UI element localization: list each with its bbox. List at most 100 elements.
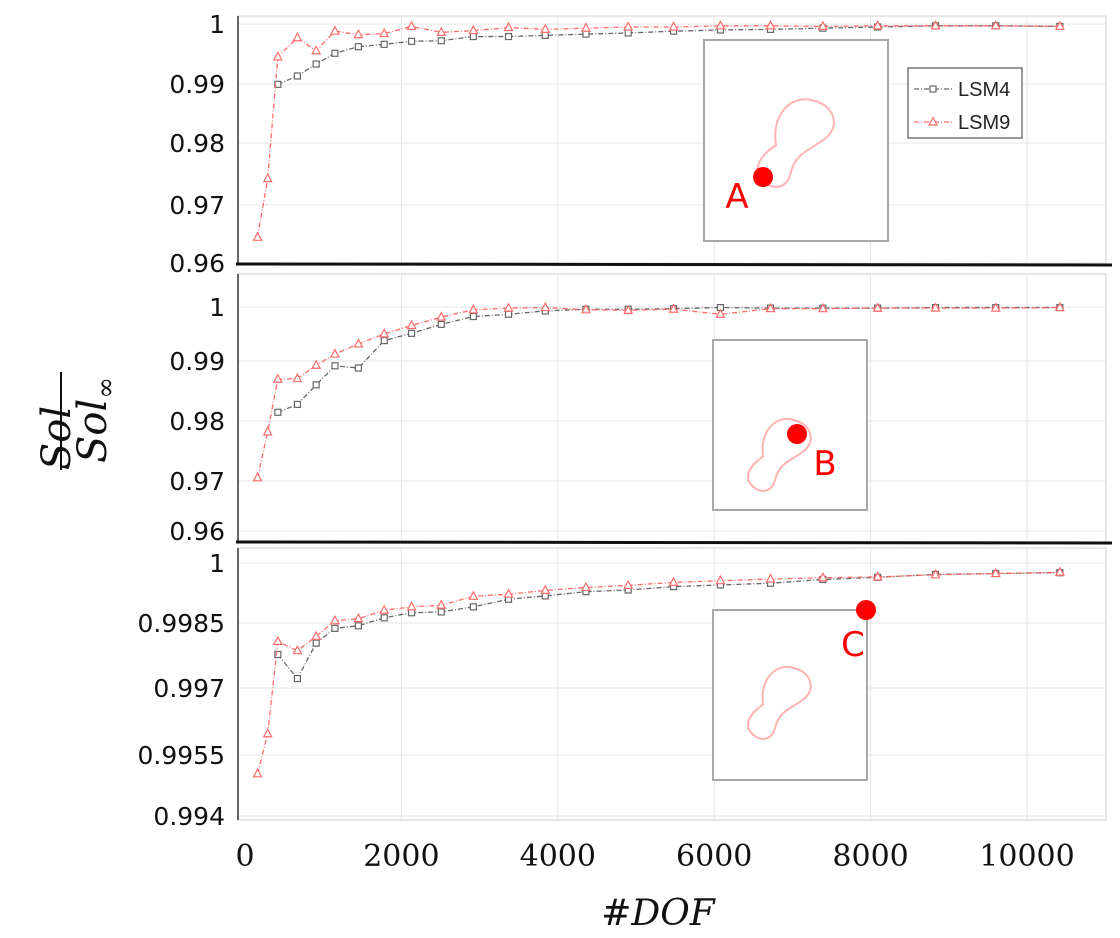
data-point-lsm4 [437,37,445,45]
data-point-lsm9 [930,20,941,30]
data-point-lsm9 [311,630,322,640]
data-point-lsm4 [331,624,339,632]
series-lsm9 [252,566,1065,778]
data-point-lsm9 [540,584,551,595]
inset-label-B: B [813,444,836,484]
data-point-lsm9 [715,20,726,30]
data-point-lsm9 [623,579,634,589]
panel-middle: 0.96 0.97 0.98 0.99 1 B [169,273,1113,546]
data-point-lsm9 [930,569,941,579]
data-point-lsm9 [272,635,283,646]
data-point-lsm9 [1054,566,1065,576]
data-point-lsm9 [817,20,828,30]
y-tick-label: 0.9955 [138,741,225,770]
data-point-lsm9 [668,576,679,586]
data-point-lsm9 [580,581,591,592]
series-line-lsm4 [277,25,1060,85]
data-point-lsm9 [503,588,514,598]
data-point-lsm4 [380,40,388,48]
data-point-lsm4 [354,43,362,51]
y-axis-label-denominator: Sol∞ [70,377,121,463]
y-tick-label: 0.98 [169,129,225,158]
data-point-lsm9 [765,573,776,583]
data-point-lsm4 [312,381,320,389]
data-point-lsm4 [380,614,388,622]
inset-dumbbell-shape [747,665,812,740]
inset-A: A [703,39,889,242]
data-point-lsm9 [406,20,417,30]
data-point-lsm4 [274,408,282,416]
inset-domain-box [703,39,889,242]
data-point-lsm9 [252,472,263,482]
data-point-lsm9 [1054,20,1065,30]
data-point-lsm9 [353,612,364,623]
legend-marker-lsm4 [929,85,937,93]
data-point-lsm9 [668,21,679,31]
data-point-lsm9 [715,308,726,318]
data-point-lsm4 [274,650,282,659]
plot-area-middle [237,273,1107,543]
data-point-lsm9 [329,614,340,625]
data-point-lsm9 [468,304,479,314]
data-point-lsm4 [504,32,513,41]
data-point-lsm4 [504,310,513,318]
data-point-lsm9 [436,26,447,36]
data-point-lsm9 [406,601,417,611]
data-point-lsm9 [468,590,479,600]
panel-bottom: 0.994 0.9955 0.997 0.9985 1 C 0 2000 4000 6000 800… [138,547,1107,874]
y-axis-label-denominator-base: Sol [70,399,116,463]
data-point-lsm9 [668,303,679,313]
y-tick-label: 0.96 [169,517,225,546]
plot-area-bottom [237,547,1107,821]
data-point-lsm9 [990,20,1001,30]
data-point-lsm9 [311,359,322,369]
legend-label-lsm9: LSM9 [958,112,1010,134]
y-tick-label: 0.96 [169,249,225,278]
series-lsm9 [252,20,1065,241]
data-point-lsm9 [817,571,828,582]
data-point-lsm9 [468,24,479,35]
x-tick-label: 6000 [676,839,752,874]
data-point-lsm9 [292,31,303,42]
data-point-lsm9 [311,45,322,55]
y-tick-label: 0.99 [169,70,225,99]
data-point-lsm9 [272,51,283,61]
y-tick-label: 0.97 [169,467,225,496]
data-point-lsm4 [407,37,416,45]
data-point-lsm9 [715,574,726,585]
data-point-lsm9 [872,302,883,312]
inset-point-A [753,167,773,187]
data-point-lsm4 [331,362,339,370]
data-point-lsm4 [354,622,362,630]
legend-box [907,67,1023,139]
data-point-lsm4 [541,31,549,39]
x-tick-label: 4000 [520,839,596,874]
inset-point-C [856,600,876,620]
panel-top: 0.96 0.97 0.98 0.99 1 A LSM4 LSM9 [169,10,1113,278]
y-axis-label-denominator-sub: ∞ [91,377,121,399]
data-point-lsm9 [262,426,273,436]
data-point-lsm4 [312,639,320,647]
y-axis-label: Sol Sol∞ [34,372,121,470]
data-point-lsm9 [872,20,883,30]
data-point-lsm9 [379,604,390,614]
data-point-lsm9 [765,20,776,30]
inset-domain-box [712,339,868,511]
data-point-lsm9 [272,373,283,383]
data-point-lsm9 [379,328,390,338]
data-point-lsm9 [329,25,340,35]
y-tick-label: 0.97 [169,191,225,220]
data-point-lsm4 [274,80,282,88]
y-tick-label: 1 [209,293,225,322]
data-point-lsm9 [930,302,941,312]
data-point-lsm4 [354,364,362,372]
data-point-lsm9 [580,22,591,32]
data-point-lsm4 [407,329,416,337]
data-point-lsm9 [817,302,828,313]
y-tick-label: 0.98 [169,407,225,436]
data-point-lsm9 [623,21,634,31]
data-point-lsm9 [353,28,364,39]
data-point-lsm9 [990,302,1001,312]
y-tick-label: 0.99 [169,347,225,376]
inset-point-B [787,424,807,444]
